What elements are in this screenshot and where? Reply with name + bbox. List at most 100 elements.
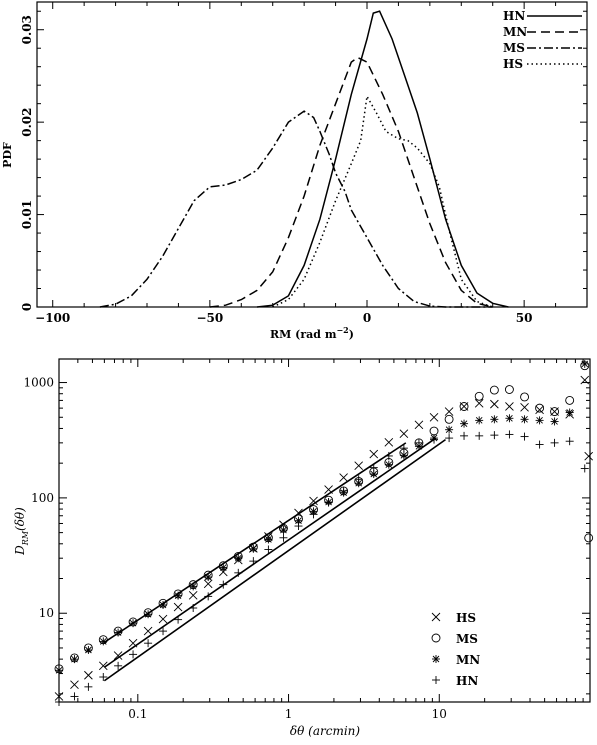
sf-point-hn: [204, 592, 213, 601]
sf-point-ms: [520, 392, 530, 402]
sf-point-mn: [550, 417, 559, 426]
sf-legend-label-mn: MN: [456, 653, 480, 667]
sf-point-hs: [339, 473, 348, 482]
pdf-y-ticks: 0 0.01 0.02 0.03: [20, 10, 587, 311]
sf-point-mn: [264, 535, 273, 544]
pdf-legend: HN MN MS HS: [503, 9, 582, 71]
sf-x-tick-label: 1: [285, 707, 293, 721]
sf-point-hs: [188, 591, 198, 600]
sf-fit-line: [103, 438, 446, 682]
sf-point-hs: [505, 402, 514, 411]
sf-fit-line: [103, 437, 437, 668]
sf-point-hn: [294, 522, 303, 531]
sf-y-tick-label: 10: [39, 606, 54, 620]
sf-point-hn: [174, 615, 183, 624]
sf-point-mn: [55, 666, 63, 675]
sf-point-mn: [535, 416, 544, 425]
sf-point-hn: [354, 475, 363, 484]
sf-point-ms: [429, 426, 439, 436]
sf-point-ms: [565, 395, 575, 405]
sf-x-tick-label: 0.1: [128, 707, 147, 721]
sf-point-hs: [143, 626, 153, 636]
sf-point-hn: [580, 464, 589, 473]
pdf-curve-hn: [256, 10, 509, 308]
pdf-x-tick-label: −50: [196, 311, 223, 325]
sf-x-tick-label: 10: [432, 707, 447, 721]
sf-point-hs: [128, 638, 138, 648]
sf-point-hs: [490, 399, 499, 409]
sf-point-hs: [173, 602, 183, 612]
sf-point-ms: [489, 385, 499, 395]
sf-point-hn: [264, 545, 273, 554]
sf-legend-label-hn: HN: [456, 674, 478, 688]
sf-x-ticks: 0.1 1 10: [58, 359, 584, 721]
sf-legend-marker-ms: [431, 633, 441, 643]
pdf-y-tick-label: 0: [20, 303, 34, 311]
sf-point-ms: [474, 391, 484, 401]
sf-point-mn: [84, 646, 93, 655]
sf-point-hs: [98, 661, 108, 671]
sf-point-hn: [324, 498, 333, 507]
sf-point-hs: [158, 614, 168, 624]
sf-point-hn: [234, 568, 243, 577]
sf-point-hn: [249, 557, 258, 566]
sf-point-hs: [369, 449, 379, 459]
sf-point-hn: [279, 533, 288, 542]
sf-point-mn: [490, 415, 499, 424]
sf-y-ticks: 10 100 1000: [23, 376, 590, 695]
sf-y-tick-label: 1000: [23, 376, 54, 390]
pdf-y-tick-label: 0.02: [20, 108, 34, 137]
sf-point-hs: [535, 405, 544, 415]
sf-point-mn: [399, 451, 408, 460]
pdf-legend-label-hs: HS: [503, 57, 523, 71]
pdf-x-tick-label: 50: [516, 311, 533, 325]
sf-point-mn: [234, 554, 243, 563]
sf-point-hs: [474, 399, 484, 408]
sf-point-mn: [520, 415, 529, 424]
pdf-panel: −100 −50 0 50 0 0.01 0.02 0.03 HN MN MS HS RM (ra…: [1, 1, 588, 341]
sf-point-mn: [189, 582, 198, 591]
sf-legend: HS MS MN HN: [431, 611, 480, 688]
sf-point-hn: [144, 639, 153, 648]
sf-point-hn: [84, 682, 93, 691]
sf-y-tick-label: 100: [31, 491, 54, 505]
sf-legend-marker-mn: [432, 655, 440, 663]
sf-point-hs: [70, 680, 79, 690]
pdf-x-tick-label: −100: [35, 311, 70, 325]
sf-fit-lines: [103, 437, 446, 682]
pdf-curves: [99, 10, 509, 308]
sf-point-hs: [309, 496, 318, 506]
sf-point-ms: [459, 402, 469, 411]
sf-point-hs: [520, 402, 529, 412]
sf-y-axis-label: DRM(δθ): [13, 507, 30, 556]
pdf-curve-mn: [209, 56, 493, 308]
sf-legend-marker-hn: [432, 676, 440, 684]
sf-point-mn: [114, 628, 123, 637]
pdf-legend-label-ms: MS: [503, 41, 525, 55]
pdf-x-ticks: −100 −50 0 50: [35, 2, 588, 325]
sf-point-hn: [460, 431, 469, 440]
sf-point-hn: [99, 673, 108, 682]
sf-point-hn: [490, 431, 499, 440]
sf-plot-frame: [58, 358, 591, 703]
sf-point-mn: [460, 419, 469, 428]
sf-point-mn: [279, 526, 288, 535]
sf-point-mn: [445, 425, 454, 434]
sf-point-hs: [354, 461, 364, 471]
sf-x-axis-label: δθ (arcmin): [290, 724, 361, 738]
sf-point-hn: [129, 650, 138, 659]
sf-point-mn: [580, 359, 589, 368]
sf-fit-line: [103, 442, 407, 643]
pdf-curve-hs: [272, 94, 493, 308]
sf-point-hs: [203, 579, 213, 589]
sf-point-mn: [505, 414, 514, 423]
sf-point-mn: [144, 610, 153, 619]
sf-point-ms: [584, 533, 594, 543]
sf-point-hn: [114, 661, 123, 670]
sf-point-mn: [384, 460, 393, 469]
sf-point-hs: [584, 451, 593, 461]
sf-point-hn: [565, 437, 574, 446]
structure-function-panel: 0.1 1 10 10 100 1000 HS MS MN HN δθ (arcmin) DR…: [13, 358, 594, 738]
sf-point-mn: [129, 619, 138, 628]
sf-point-hn: [369, 463, 378, 472]
